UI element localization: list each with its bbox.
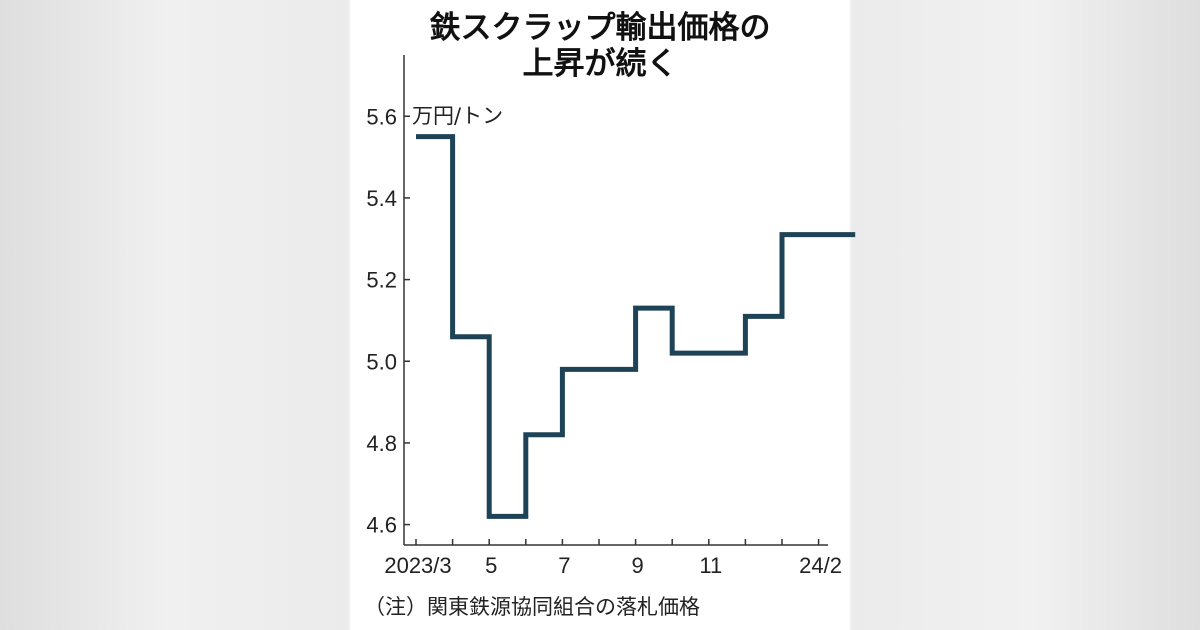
y-tick-label: 4.6 <box>366 513 397 538</box>
x-tick-label: 2023/3 <box>384 553 451 578</box>
chart-title-line-2: 上昇が続く <box>523 46 678 82</box>
y-tick-label: 4.8 <box>366 431 397 456</box>
chart-title-line-1: 鉄スクラップ輸出価格の <box>430 10 771 46</box>
y-tick-label: 5.4 <box>366 186 397 211</box>
x-tick-label: 9 <box>631 553 643 578</box>
x-tick-label: 24/2 <box>799 553 842 578</box>
x-tick-label: 11 <box>699 553 722 578</box>
source-note: （注）関東鉄源協同組合の落札価格 <box>364 595 700 619</box>
x-tick-label: 7 <box>558 553 570 578</box>
y-axis-unit-label: 万円/トン <box>412 104 503 128</box>
y-tick-label: 5.6 <box>366 104 397 129</box>
x-tick-label: 5 <box>485 553 497 578</box>
y-tick-label: 5.0 <box>366 349 397 374</box>
x-ticks: 2023/3 5 7 9 11 24/2 <box>384 539 842 578</box>
series-step-line <box>416 134 856 519</box>
y-ticks: 4.6 4.8 5.0 5.2 5.4 5.6 <box>366 104 410 538</box>
y-tick-label: 5.2 <box>366 268 397 293</box>
series-group <box>416 134 856 519</box>
